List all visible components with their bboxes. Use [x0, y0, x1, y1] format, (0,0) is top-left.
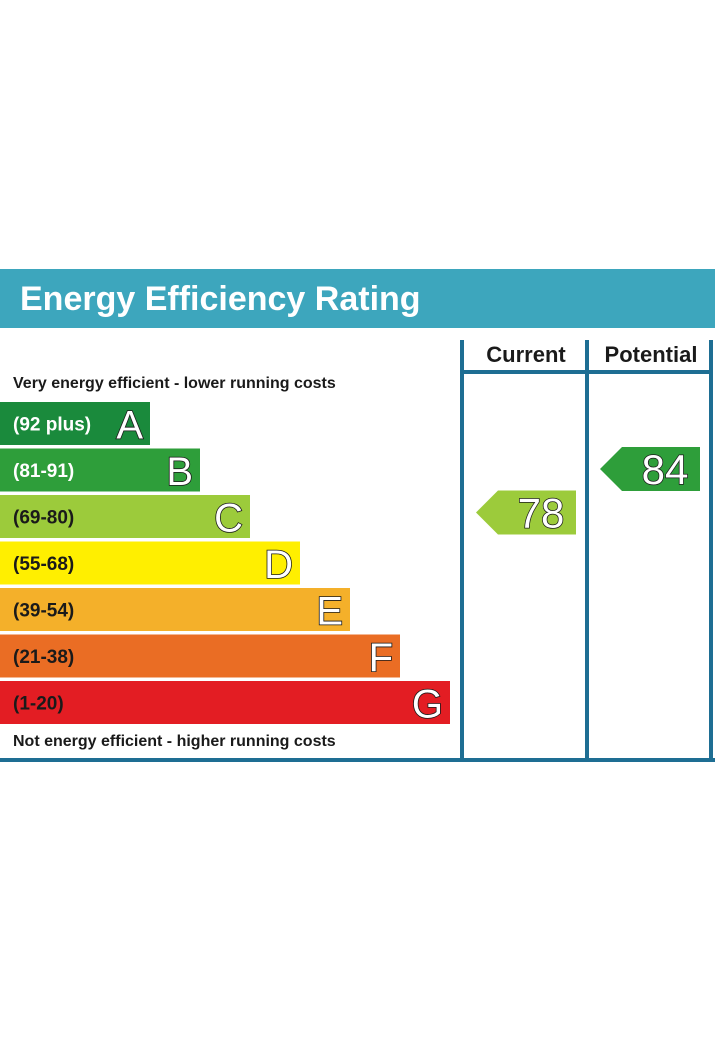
band-b-letter: B: [166, 450, 193, 494]
chart-title: Energy Efficiency Rating: [20, 280, 421, 318]
band-d-letter: D: [264, 543, 293, 587]
band-c-letter: C: [214, 497, 243, 541]
band-g-range-label: (1-20): [13, 694, 64, 715]
band-b-bar: [0, 448, 200, 492]
rating-arrows: 78 84: [476, 445, 700, 537]
band-d-range-label: (55-68): [13, 554, 74, 575]
band-d-bar: [0, 541, 300, 585]
band-b-range-label: (81-91): [13, 461, 74, 482]
band-a-range-label: (92 plus): [13, 415, 91, 436]
band-f-letter: F: [369, 636, 393, 680]
band-g-bar: [0, 681, 450, 724]
band-c-range-label: (69-80): [13, 508, 74, 529]
current-rating-value: 78: [518, 490, 565, 537]
column-header-potential: Potential: [605, 342, 698, 367]
band-g-letter: G: [412, 683, 443, 727]
band-f-bar: [0, 634, 400, 678]
band-f-range-label: (21-38): [13, 647, 74, 668]
bottom-caption: Not energy efficient - higher running co…: [13, 733, 336, 750]
band-e-range-label: (39-54): [13, 601, 74, 622]
potential-rating-value: 84: [642, 446, 689, 493]
column-header-current: Current: [486, 342, 566, 367]
band-e-bar: [0, 588, 350, 631]
band-e-letter: E: [316, 590, 343, 634]
band-a-bar: [0, 402, 150, 445]
chart-frame: [0, 340, 715, 762]
band-a-letter: A: [116, 404, 143, 448]
top-caption: Very energy efficient - lower running co…: [13, 375, 336, 392]
header-bar: [0, 269, 715, 328]
rating-bands: (92 plus) A (81-91) B (69-80) C (55-68) D (39-54…: [0, 402, 450, 727]
band-c-bar: [0, 495, 250, 538]
current-rating-arrow: [476, 490, 576, 535]
potential-rating-arrow: [600, 447, 700, 491]
